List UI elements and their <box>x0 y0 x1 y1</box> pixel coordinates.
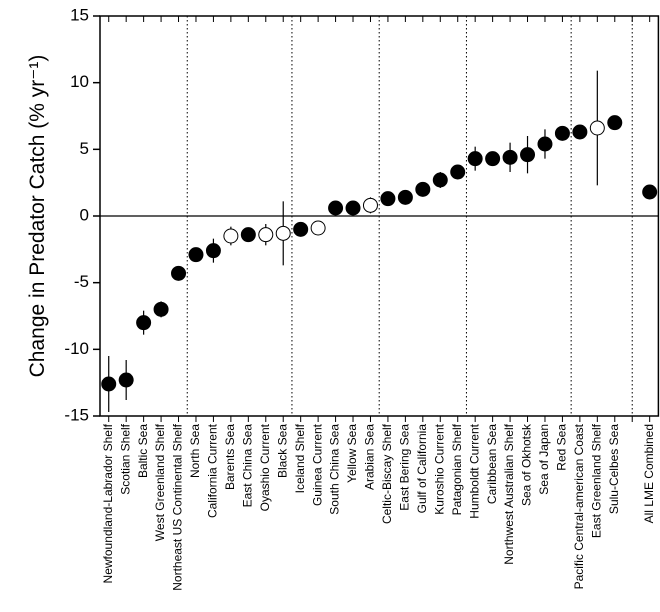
x-tick-label: Black Sea <box>275 424 289 478</box>
x-tick-label: Patagonian Shelf <box>450 423 464 515</box>
data-point <box>450 164 466 180</box>
data-point <box>589 120 605 136</box>
x-tick-label: Caribbean Sea <box>485 424 499 504</box>
x-tick-label: Northeast US Continental Shelf <box>171 423 185 590</box>
data-point <box>293 221 309 237</box>
x-tick-label: All LME Combined <box>642 424 656 523</box>
data-point <box>118 372 134 388</box>
data-point <box>240 227 256 243</box>
data-point <box>362 197 378 213</box>
x-tick-label: Kuroshio Current <box>432 423 446 514</box>
x-tick-label: Sea of Okhotsk <box>520 423 534 506</box>
data-point <box>607 115 623 131</box>
data-point <box>275 225 291 241</box>
data-point <box>642 184 658 200</box>
data-point <box>310 220 326 236</box>
data-point <box>502 149 518 165</box>
y-tick-label: -10 <box>64 339 89 358</box>
data-point <box>136 315 152 331</box>
x-tick-label: Pacific Central-american Coast <box>572 423 586 589</box>
y-tick-label: 0 <box>80 205 89 224</box>
x-tick-label: Arabian Sea <box>363 424 377 490</box>
data-point <box>415 181 431 197</box>
x-tick-label: Oyashio Current <box>258 423 272 511</box>
x-tick-label: Humboldt Current <box>467 423 481 518</box>
x-tick-label: Yellow Sea <box>345 424 359 483</box>
data-point <box>223 228 239 244</box>
data-point <box>572 124 588 140</box>
x-tick-label: Sea of Japan <box>537 424 551 495</box>
data-point <box>380 191 396 207</box>
data-point <box>520 147 536 163</box>
data-point <box>101 376 117 392</box>
x-tick-label: South China Sea <box>328 424 342 515</box>
data-point <box>345 200 361 216</box>
data-point <box>432 172 448 188</box>
x-tick-label: California Current <box>206 423 220 518</box>
data-point <box>485 151 501 167</box>
x-tick-label: Scotian Shelf <box>118 423 132 494</box>
x-tick-label: North Sea <box>188 424 202 478</box>
y-tick-label: 5 <box>80 139 89 158</box>
y-tick-label: -15 <box>64 405 89 424</box>
x-tick-label: Northwest Australian Shelf <box>502 423 516 564</box>
data-point <box>171 265 187 281</box>
data-point <box>328 200 344 216</box>
x-tick-label: Guinea Current <box>310 423 324 506</box>
x-tick-label: East China Sea <box>240 424 254 508</box>
x-tick-label: Gulf of California <box>415 424 429 514</box>
y-tick-label: -5 <box>74 272 89 291</box>
x-tick-label: Iceland Shelf <box>293 423 307 493</box>
x-tick-label: East Bering Sea <box>398 424 412 511</box>
y-tick-label: 10 <box>70 72 89 91</box>
data-point <box>258 227 274 243</box>
data-point <box>554 125 570 141</box>
data-point <box>153 301 169 317</box>
x-tick-label: Barents Sea <box>223 424 237 490</box>
x-tick-label: West Greenland Shelf <box>153 423 167 541</box>
x-tick-label: Sulu-Celbes Sea <box>607 424 621 514</box>
x-tick-label: Baltic Sea <box>136 424 150 478</box>
x-tick-label: East Greenland Shelf <box>589 423 603 538</box>
data-point <box>467 151 483 167</box>
y-axis-label: Change in Predator Catch (% yr⁻¹) <box>26 55 49 378</box>
y-tick-label: 15 <box>70 5 89 24</box>
data-point <box>537 136 553 152</box>
x-tick-label: Newfoundland-Labrador Shelf <box>101 423 115 583</box>
data-point <box>188 247 204 263</box>
data-point <box>205 243 221 259</box>
x-tick-label: Celtic-Biscay Shelf <box>380 423 394 524</box>
x-tick-label: Red Sea <box>555 424 569 471</box>
data-point <box>397 189 413 205</box>
